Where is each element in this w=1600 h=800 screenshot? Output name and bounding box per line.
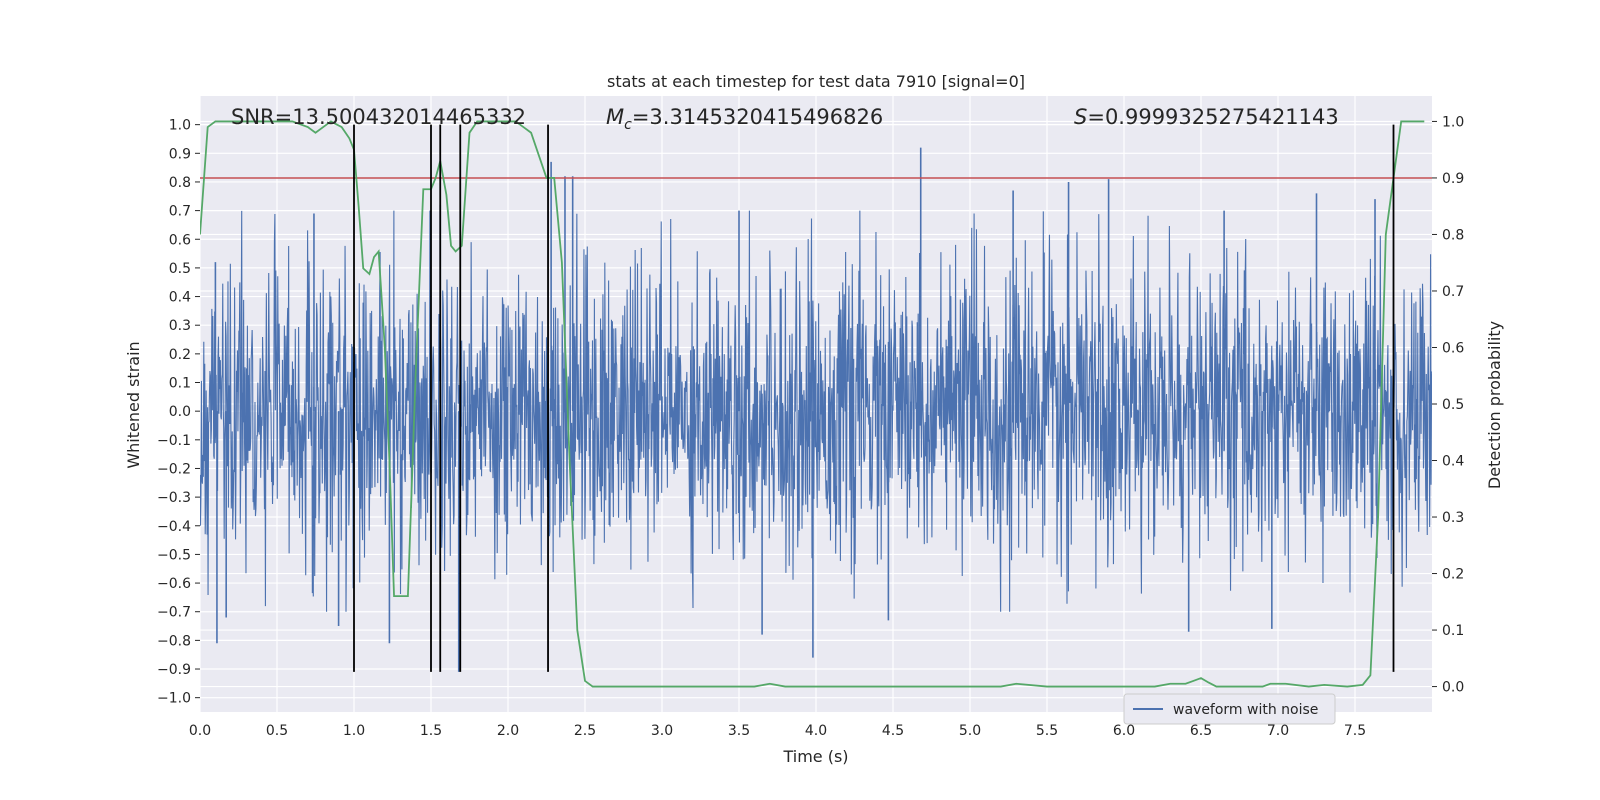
y-right-tick-label-9: 0.9 — [1442, 171, 1464, 187]
x-tick-label-2: 1.0 — [343, 723, 365, 739]
s-value: =0.9999325275421143 — [1087, 105, 1338, 129]
y-left-tick-label-16: 0.6 — [169, 232, 191, 248]
y-right-axis-label: Detection probability — [1485, 321, 1504, 489]
y-right-tick-label-4: 0.4 — [1442, 454, 1464, 470]
x-tick-label-3: 1.5 — [420, 723, 442, 739]
y-left-tick-label-18: 0.8 — [169, 175, 191, 191]
x-tick-label-8: 4.0 — [805, 723, 827, 739]
x-tick-label-13: 6.5 — [1190, 723, 1212, 739]
y-right-tick-label-3: 0.3 — [1442, 510, 1464, 526]
y-left-tick-label-1: −0.9 — [157, 662, 191, 678]
y-right-tick-label-2: 0.2 — [1442, 567, 1464, 583]
snr-annotation: SNR=13.500432014465332 — [231, 105, 526, 129]
y-left-tick-label-17: 0.7 — [169, 204, 191, 220]
waveform-line — [200, 210, 1432, 612]
chirp-mass-annotation: Mc=3.3145320415496826 — [606, 105, 883, 133]
detection-probability-series — [200, 120, 1425, 688]
y-left-tick-label-6: −0.4 — [157, 519, 191, 535]
y-left-tick-label-14: 0.4 — [169, 290, 191, 306]
y-right-tick-label-8: 0.8 — [1442, 227, 1464, 243]
x-tick-label-15: 7.5 — [1344, 723, 1366, 739]
x-axis-label: Time (s) — [782, 747, 848, 766]
y-right-tick-label-5: 0.5 — [1442, 397, 1464, 413]
x-axis-ticks: 0.0 0.5 1.0 1.5 2.0 2.5 3.0 3.5 4.0 4.5 5.0 5.5 6.0 6… — [189, 723, 1366, 739]
y-left-tick-label-20: 1.0 — [169, 118, 191, 134]
legend-box — [1123, 693, 1336, 725]
x-tick-label-10: 5.0 — [959, 723, 981, 739]
y-left-tick-label-7: −0.3 — [157, 490, 191, 506]
y-left-tick-label-8: −0.2 — [157, 461, 191, 477]
x-tick-label-0: 0.0 — [189, 723, 211, 739]
y-left-axis-label: Whitened strain — [124, 341, 143, 468]
y-right-axis-ticks: 0.0 0.1 0.2 0.3 0.4 0.5 0.6 0.7 0.8 0.9 1.0 — [1432, 114, 1464, 696]
y-left-tick-label-4: −0.6 — [157, 576, 191, 592]
y-left-tick-label-0: −1.0 — [157, 691, 191, 707]
chirp-mass-value: =3.3145320415496826 — [632, 105, 883, 129]
x-tick-label-14: 7.0 — [1267, 723, 1289, 739]
y-right-tick-label-0: 0.0 — [1442, 680, 1464, 696]
chirp-mass-symbol: M — [606, 105, 624, 129]
y-right-tick-label-6: 0.6 — [1442, 340, 1464, 356]
y-left-tick-label-15: 0.5 — [169, 261, 191, 277]
x-tick-label-5: 2.5 — [574, 723, 596, 739]
x-tick-label-12: 6.0 — [1113, 723, 1135, 739]
y-left-tick-label-5: −0.5 — [157, 547, 191, 563]
x-tick-label-9: 4.5 — [882, 723, 904, 739]
y-right-tick-label-7: 0.7 — [1442, 284, 1464, 300]
y-left-tick-label-13: 0.3 — [169, 318, 191, 334]
legend: waveform with noise — [1123, 693, 1336, 725]
s-annotation: S=0.9999325275421143 — [1074, 105, 1339, 129]
chart-title: stats at each timestep for test data 791… — [607, 72, 1025, 91]
x-tick-label-7: 3.5 — [728, 723, 750, 739]
x-tick-label-4: 2.0 — [497, 723, 519, 739]
y-left-tick-label-12: 0.2 — [169, 347, 191, 363]
y-left-axis-ticks: −1.0 −0.9 −0.8 −0.7 −0.6 −0.5 −0.4 −0.3 −0.2 −0.1… — [157, 118, 200, 707]
x-tick-label-11: 5.5 — [1036, 723, 1058, 739]
y-right-tick-label-10: 1.0 — [1442, 114, 1464, 130]
event-markers — [353, 124, 1395, 672]
chirp-mass-subscript: c — [624, 117, 632, 133]
legend-entry-waveform: waveform with noise — [1173, 702, 1318, 718]
x-tick-label-6: 3.0 — [651, 723, 673, 739]
y-left-tick-label-2: −0.8 — [157, 633, 191, 649]
y-right-tick-label-1: 0.1 — [1442, 623, 1464, 639]
y-left-tick-label-9: −0.1 — [157, 433, 191, 449]
x-tick-label-1: 0.5 — [266, 723, 288, 739]
detection-probability-line — [200, 120, 1425, 688]
y-left-tick-label-3: −0.7 — [157, 605, 191, 621]
y-left-tick-label-10: 0.0 — [169, 404, 191, 420]
waveform-with-noise-series — [200, 147, 1432, 672]
y-left-tick-label-19: 0.9 — [169, 146, 191, 162]
y-left-tick-label-11: 0.1 — [169, 376, 191, 392]
s-symbol: S — [1074, 105, 1087, 129]
